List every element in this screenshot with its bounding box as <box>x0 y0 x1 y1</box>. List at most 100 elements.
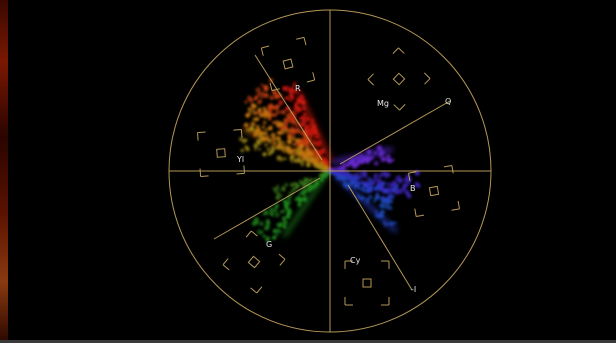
trace-dot <box>342 166 347 170</box>
trace-dot <box>361 170 367 176</box>
trace-dot <box>284 182 289 187</box>
trace-dot <box>284 199 289 204</box>
trace-dot <box>309 134 313 139</box>
trace-dot <box>304 146 310 152</box>
trace-dot <box>295 106 302 113</box>
trace-dot <box>384 205 390 210</box>
trace-dot <box>368 186 372 190</box>
trace-dot <box>294 160 298 163</box>
trace-dot <box>378 203 383 208</box>
trace-dot <box>240 148 245 153</box>
trace-dot <box>277 229 282 234</box>
trace-dot <box>397 188 403 195</box>
trace-dot <box>289 93 294 99</box>
trace-dot <box>284 96 289 101</box>
trace-dot <box>386 154 391 159</box>
trace-dot <box>257 140 261 145</box>
trace-dot <box>264 143 268 147</box>
trace-dot <box>290 160 294 164</box>
trace-dot <box>252 117 256 121</box>
label-r: R <box>295 84 301 93</box>
trace-dot <box>372 177 378 183</box>
trace-dot <box>271 105 276 110</box>
trace-dot <box>279 194 283 198</box>
trace-dot <box>267 116 272 121</box>
trace-dot <box>262 212 266 216</box>
trace-dot <box>252 122 256 126</box>
trace-dot <box>291 85 295 89</box>
trace-dot <box>276 184 280 188</box>
trace-dot <box>299 158 305 164</box>
trace-dot <box>270 132 276 138</box>
trace-dot <box>282 224 287 230</box>
trace-dot <box>302 181 307 186</box>
trace-dot <box>386 181 392 188</box>
trace-dot <box>384 198 388 202</box>
trace-dot <box>249 98 254 103</box>
trace-dot <box>285 207 289 211</box>
trace-streak <box>283 173 328 237</box>
trace-dot <box>379 173 383 177</box>
trace-dot <box>310 153 313 157</box>
target-box-r <box>260 36 316 92</box>
trace-dot <box>267 104 273 111</box>
trace-dot <box>262 84 267 89</box>
trace-dot <box>259 112 264 118</box>
trace-dot <box>252 104 257 109</box>
trace-dot <box>263 93 269 98</box>
trace-dot <box>253 217 259 223</box>
left-edge-strip <box>0 0 8 343</box>
trace-dot <box>273 209 278 213</box>
trace-dot <box>295 139 299 143</box>
trace-dot <box>365 180 369 184</box>
trace-dot <box>373 186 379 192</box>
trace-dot <box>270 113 275 117</box>
trace-dot <box>291 128 297 133</box>
trace-dot <box>367 187 373 193</box>
trace-dot <box>258 92 265 99</box>
trace-dot <box>355 181 361 187</box>
trace-dot <box>291 120 295 124</box>
trace-dot <box>257 107 262 112</box>
trace-dot <box>356 184 360 188</box>
trace-dot <box>276 193 281 197</box>
trace-dot <box>255 124 260 129</box>
trace-dot <box>354 177 359 183</box>
i-axis-lower-line <box>347 184 413 291</box>
trace-dot <box>306 131 311 136</box>
trace-dot <box>376 179 382 185</box>
trace-dot <box>298 116 303 120</box>
trace-dot <box>272 89 278 95</box>
trace-dot <box>275 104 280 109</box>
trace-dot <box>244 145 248 148</box>
trace-dot <box>278 130 283 135</box>
label-q: Q <box>445 97 451 106</box>
trace-dot <box>253 129 256 132</box>
trace-dot <box>274 189 278 194</box>
trace-dot <box>365 160 370 164</box>
trace-dot <box>267 152 272 156</box>
trace-dot <box>349 173 355 179</box>
trace-dot <box>406 193 412 199</box>
trace-dot <box>355 160 361 167</box>
trace-dot <box>373 199 377 203</box>
trace-dot <box>275 110 281 115</box>
trace-dot <box>252 110 258 116</box>
trace-dot <box>272 235 277 240</box>
trace-dot <box>274 205 278 210</box>
label-minus-i: -I <box>411 285 416 294</box>
trace-dot <box>282 219 288 225</box>
trace-dot <box>354 172 358 176</box>
trace-streak <box>297 92 333 163</box>
trace-dot <box>281 216 287 221</box>
trace-dot <box>306 190 309 193</box>
trace-dot <box>292 187 296 191</box>
trace-dot <box>262 234 266 238</box>
trace-dot <box>294 198 298 202</box>
signal-trace <box>239 78 421 242</box>
trace-dot <box>262 152 267 157</box>
trace-dot <box>276 223 280 227</box>
trace-dot <box>386 172 391 177</box>
trace-dot <box>253 97 257 101</box>
